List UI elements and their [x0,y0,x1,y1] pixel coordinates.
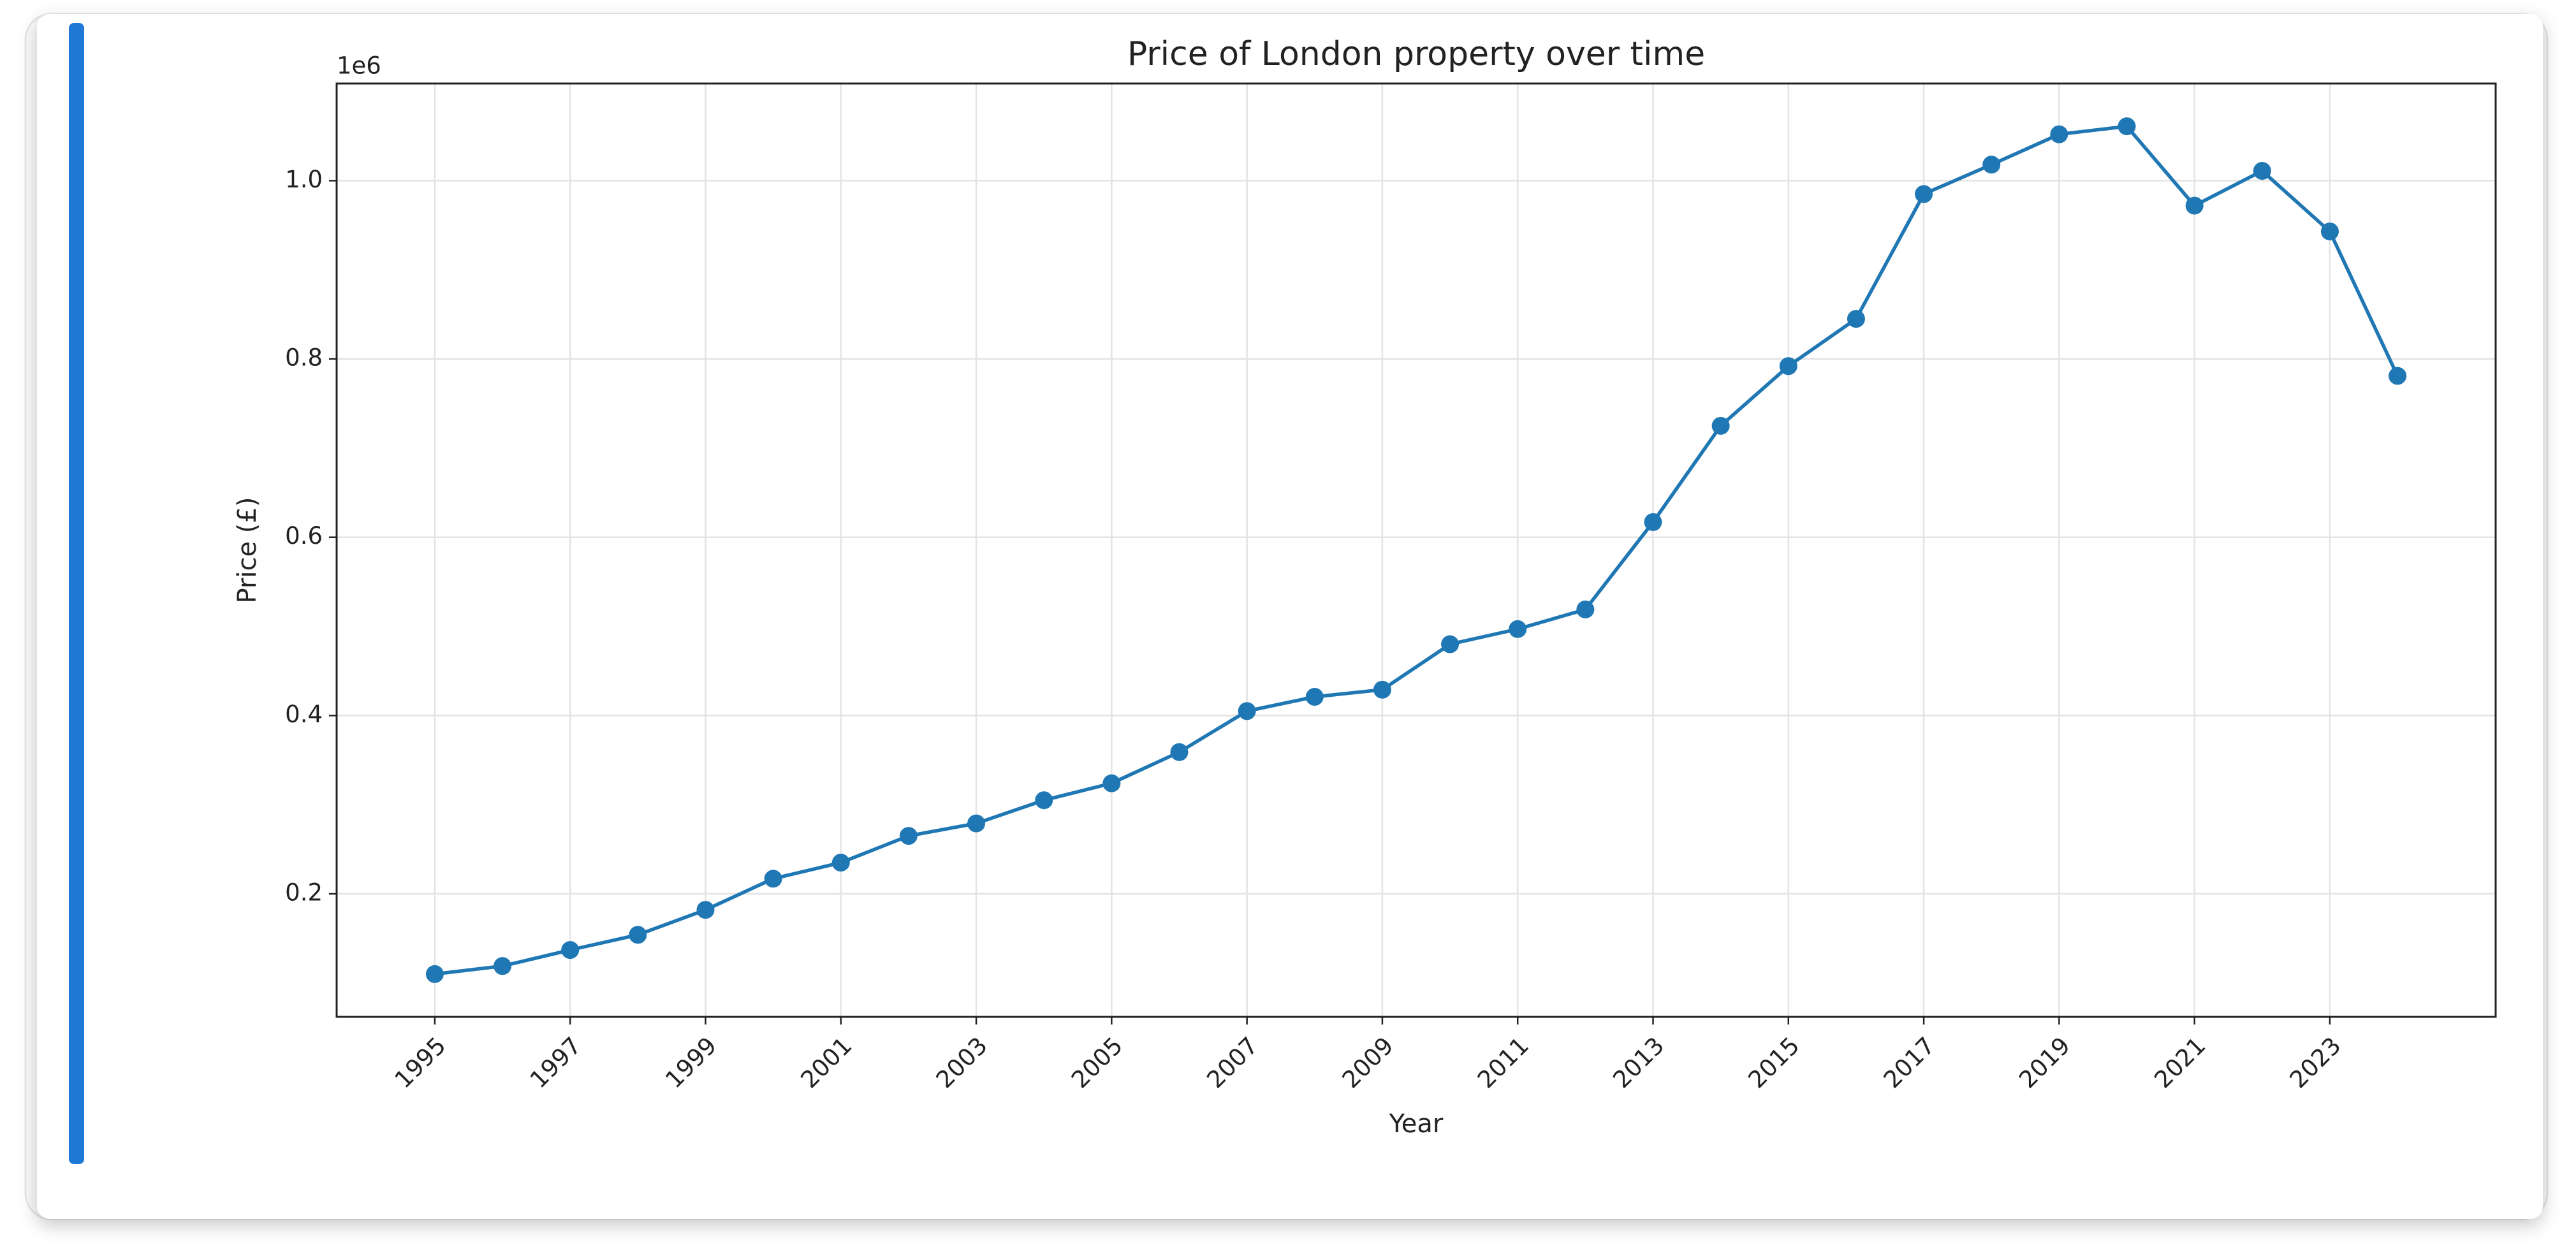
marker [1847,310,1865,328]
accent-bar [69,23,84,1164]
marker [1711,416,1730,435]
y-tick-label: 0.2 [285,879,323,907]
marker [1238,702,1256,720]
x-axis-label: Year [1389,1109,1444,1139]
marker [1576,600,1595,618]
chart-title: Price of London property over time [1127,35,1705,73]
marker [2320,222,2339,241]
marker [2389,367,2407,385]
line [434,124,2399,976]
y-offset-label: 1e6 [337,52,381,80]
y-tick-label: 0.6 [285,522,323,550]
marker [1779,357,1797,376]
marker [1373,680,1391,699]
marker [899,827,918,845]
marker [1305,688,1324,706]
marker [2118,117,2136,136]
marker [629,926,647,944]
marker [1509,620,1527,638]
marker [967,814,986,833]
marker [425,965,444,983]
y-tick-label: 1.0 [285,166,323,193]
marker [561,941,580,959]
marker [1915,185,1933,203]
marker [2185,196,2204,215]
y-tick-label: 0.8 [285,344,323,372]
marker [1982,156,2001,174]
y-axis-label: Price (£) [233,497,262,604]
marker [1170,743,1189,761]
marker [494,957,512,975]
card [37,14,2543,1219]
marker [2253,162,2271,180]
y-tick-label: 0.4 [285,701,323,728]
marker [2050,125,2068,143]
marker [1441,635,1460,653]
marker [1102,774,1121,792]
marker [1644,513,1662,531]
plot-frame [335,82,2497,1018]
marker [831,854,850,872]
marker [696,901,715,919]
marker [764,870,782,888]
marker [1035,791,1053,810]
